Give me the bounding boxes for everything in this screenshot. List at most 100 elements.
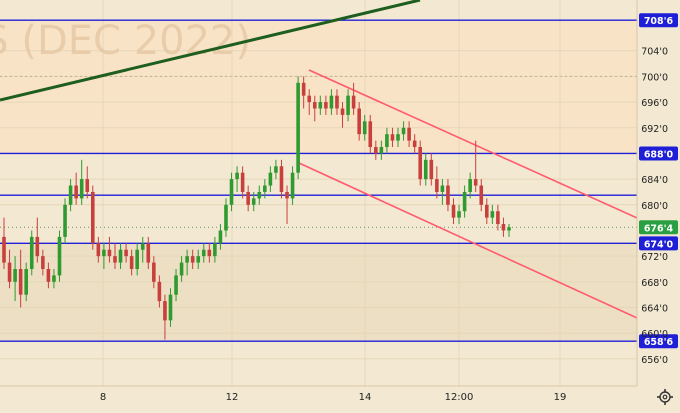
- time-tick-label: 8: [100, 392, 106, 403]
- price-tick-label: 704'0: [641, 47, 668, 58]
- candle-body: [229, 179, 234, 205]
- candle-body: [357, 108, 361, 135]
- candle-body: [35, 236, 40, 257]
- candle-body: [74, 185, 78, 199]
- candle-body: [335, 95, 339, 109]
- level-badge: [639, 236, 678, 251]
- channel-lower-line: [298, 162, 638, 319]
- candle-body: [396, 134, 400, 141]
- candle-body: [24, 269, 28, 295]
- settings-gear-icon[interactable]: [657, 389, 673, 405]
- candle-body: [157, 281, 162, 302]
- time-tick-label: 14: [359, 392, 372, 403]
- candle-body: [407, 127, 411, 141]
- candle-body: [507, 227, 511, 231]
- candle-body: [124, 249, 128, 257]
- candle-body: [279, 166, 284, 192]
- time-axis: 8 12 14 12:00 19: [0, 385, 637, 403]
- candle-body: [368, 121, 373, 148]
- candle-body: [196, 256, 201, 263]
- candle-body: [351, 95, 356, 109]
- candle-body: [457, 211, 461, 218]
- candle-body: [18, 269, 23, 295]
- price-tick-label: 656'0: [641, 355, 668, 366]
- candle-body: [379, 147, 384, 154]
- candle-body: [13, 269, 17, 282]
- candle-body: [318, 102, 323, 109]
- candle-body: [29, 236, 34, 269]
- candle-body: [307, 95, 312, 103]
- candle-body: [146, 243, 151, 263]
- candle-body: [46, 269, 51, 282]
- level-badge: [639, 146, 678, 161]
- candle-body: [301, 82, 306, 96]
- price-tick-label: 668'0: [641, 278, 668, 289]
- candle-body: [263, 185, 267, 192]
- candle-body: [390, 134, 395, 141]
- price-tick-label: 680'0: [641, 201, 668, 212]
- price-tick-label: 696'0: [641, 98, 668, 109]
- level-badge-label: 688'0: [644, 149, 674, 160]
- candle-body: [224, 204, 228, 231]
- candle-body: [501, 224, 506, 231]
- grid-layer: [0, 0, 637, 386]
- candle-body: [96, 243, 101, 257]
- candle-body: [251, 198, 256, 205]
- candle-body: [190, 256, 195, 263]
- candle-body: [174, 275, 178, 295]
- drawings: [0, 0, 638, 319]
- watermark: ES (DEC 2022): [0, 18, 251, 64]
- candle-body: [274, 166, 278, 173]
- candle-body: [68, 185, 73, 205]
- level-badge: [639, 334, 678, 349]
- candle-body: [246, 191, 250, 205]
- candle-body: [346, 95, 350, 115]
- candles: [2, 76, 511, 340]
- candle-body: [401, 127, 406, 135]
- time-tick-label: 19: [554, 392, 567, 403]
- candle-body: [79, 179, 84, 199]
- last-price-label: 676'4: [644, 223, 674, 234]
- level-badge: [639, 13, 678, 28]
- candle-body: [324, 102, 328, 109]
- candle-body: [140, 243, 145, 250]
- candle-body: [485, 204, 489, 218]
- price-axis: 704'0 700'0 696'0 692'0 684'0 680'0 672'0 668'0…: [636, 0, 678, 386]
- candle-body: [107, 249, 112, 257]
- candle-body: [290, 172, 295, 199]
- last-price-badge: [639, 220, 678, 235]
- candle-body: [329, 95, 334, 109]
- candle-body: [135, 249, 139, 269]
- price-tick-label: 692'0: [641, 124, 668, 135]
- candle-body: [462, 191, 467, 212]
- candle-body: [41, 256, 45, 269]
- candle-body: [451, 204, 456, 218]
- price-tick-label: 684'0: [641, 175, 668, 186]
- candle-body: [185, 256, 189, 263]
- candle-body: [362, 121, 367, 135]
- candle-body: [201, 249, 206, 257]
- candle-body: [440, 185, 445, 192]
- price-tick-label: 672'0: [641, 252, 668, 263]
- candle-body: [468, 179, 472, 192]
- time-tick-label: 12:00: [445, 392, 474, 403]
- candle-body: [179, 262, 184, 276]
- candle-body: [490, 211, 495, 218]
- candle-body: [385, 134, 389, 148]
- price-tick-label: 700'0: [641, 72, 668, 83]
- level-badge-label: 708'6: [644, 16, 674, 27]
- candle-body: [213, 243, 217, 257]
- candle-body: [7, 262, 12, 282]
- candle-body: [374, 147, 378, 154]
- candle-body: [285, 191, 289, 199]
- candle-body: [312, 102, 317, 109]
- candle-body: [340, 108, 345, 115]
- time-tick-label: 12: [226, 392, 239, 403]
- candle-body: [435, 179, 439, 192]
- candle-body: [418, 147, 423, 180]
- candle-body: [168, 294, 173, 321]
- candle-body: [163, 301, 167, 321]
- candle-body: [268, 172, 273, 186]
